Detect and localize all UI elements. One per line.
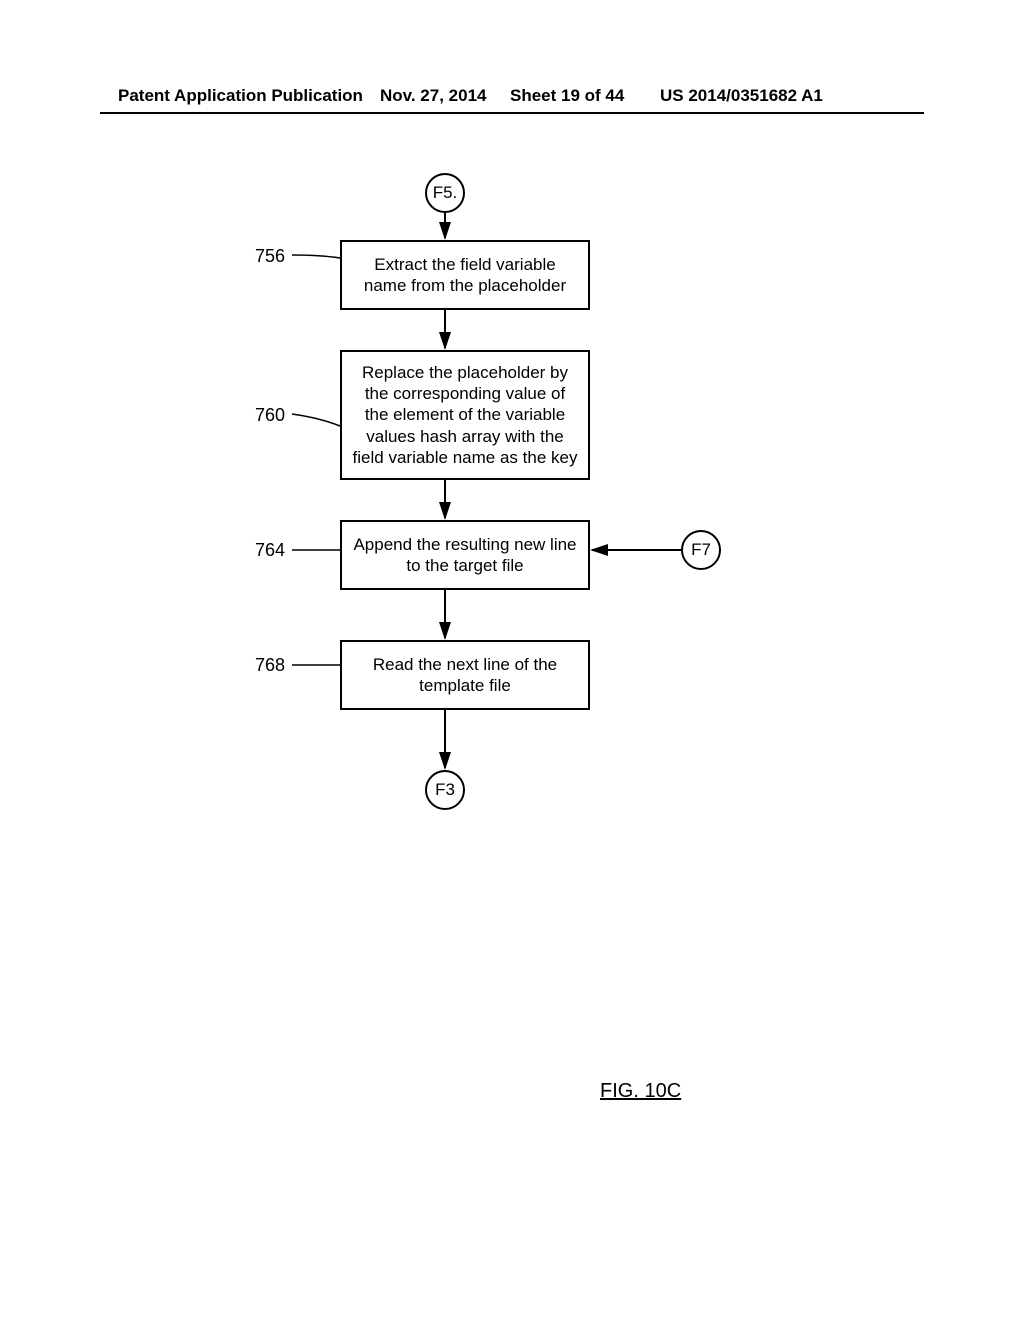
connector-f3: F3: [425, 770, 465, 810]
figure-label: FIG. 10C: [600, 1080, 681, 1103]
connector-f7: F7: [681, 530, 721, 570]
ref-764: 764: [255, 540, 285, 561]
header-patent-no: US 2014/0351682 A1: [660, 86, 823, 106]
connector-f5: F5.: [425, 173, 465, 213]
header-sheet: Sheet 19 of 44: [510, 86, 624, 106]
ref-760: 760: [255, 405, 285, 426]
header-publication: Patent Application Publication: [118, 86, 363, 106]
step-760: Replace the placeholder by the correspon…: [340, 350, 590, 480]
header-rule: [100, 112, 924, 114]
header-date: Nov. 27, 2014: [380, 86, 486, 106]
step-764: Append the resulting new line to the tar…: [340, 520, 590, 590]
ref-768: 768: [255, 655, 285, 676]
step-756: Extract the field variable name from the…: [340, 240, 590, 310]
step-768: Read the next line of the template file: [340, 640, 590, 710]
ref-756: 756: [255, 246, 285, 267]
